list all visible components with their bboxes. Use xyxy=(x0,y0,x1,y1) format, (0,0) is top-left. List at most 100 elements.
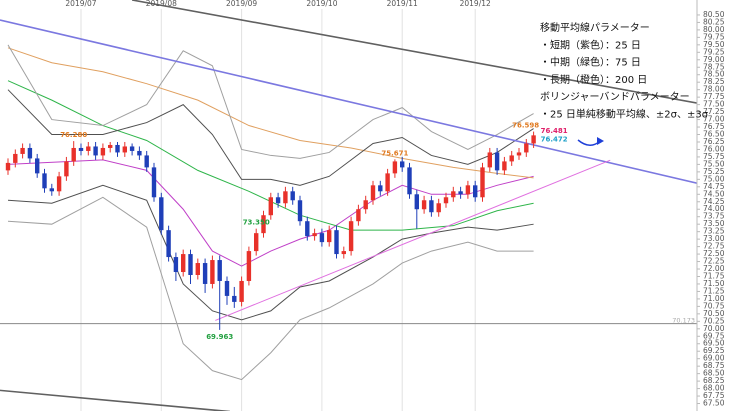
x-tick-label: 2019/09 xyxy=(226,0,257,8)
overlay-line xyxy=(131,0,697,104)
y-tick-label: 71.25 xyxy=(703,286,725,295)
overlay-line xyxy=(7,44,534,159)
candle-body xyxy=(254,233,259,252)
y-tick-label: 76.75 xyxy=(703,122,725,131)
candle-body xyxy=(35,158,40,174)
y-tick-label: 75.50 xyxy=(703,159,725,168)
candle-body xyxy=(341,251,346,255)
candle-body xyxy=(239,280,244,302)
y-tick-label: 78.00 xyxy=(703,85,725,94)
candle-body xyxy=(159,197,164,231)
y-tick-label: 69.00 xyxy=(703,354,725,363)
candle-body xyxy=(312,233,317,237)
y-tick-label: 72.25 xyxy=(703,257,725,266)
y-tick-label: 73.25 xyxy=(703,227,725,236)
candle-body xyxy=(348,221,354,252)
candle-body xyxy=(421,200,427,210)
candle-body xyxy=(531,135,536,144)
y-tick-label: 70.00 xyxy=(703,324,725,333)
overlay-line xyxy=(7,47,534,179)
y-tick-label: 68.75 xyxy=(703,361,725,370)
y-tick-label: 67.50 xyxy=(703,399,725,408)
y-tick-label: 76.50 xyxy=(703,130,725,139)
y-tick-label: 78.50 xyxy=(703,70,725,79)
notes: 移動平均線パラメーター・短期（紫色）：25 日・中期（緑色）：75 日・長期（橙… xyxy=(540,21,709,121)
y-tick-label: 80.00 xyxy=(703,25,725,34)
candle-body xyxy=(129,146,135,151)
y-tick-label: 72.00 xyxy=(703,264,725,273)
candle-body xyxy=(181,254,186,273)
overlay-layer xyxy=(0,0,697,411)
candle-body xyxy=(509,155,514,162)
candle-body xyxy=(100,147,106,156)
candle-body xyxy=(502,161,507,171)
candle-body xyxy=(305,221,310,237)
reference-label: 70.173 xyxy=(672,317,695,325)
y-tick-label: 79.00 xyxy=(703,55,725,64)
y-tick-label: 68.50 xyxy=(703,369,725,378)
candle-body xyxy=(108,144,113,148)
candle-body xyxy=(487,152,492,168)
y-tick-label: 77.00 xyxy=(703,115,725,124)
y-tick-label: 74.50 xyxy=(703,189,725,198)
y-tick-label: 69.75 xyxy=(703,331,725,340)
note-line: 移動平均線パラメーター xyxy=(540,21,650,34)
overlay-line xyxy=(7,159,534,267)
overlay-line xyxy=(7,196,534,381)
note-line: ボリンジャーバンドパラメーター xyxy=(540,91,690,103)
price-annotation: 75.671 xyxy=(381,149,408,157)
candle-body xyxy=(524,143,529,153)
candle-body xyxy=(392,161,398,174)
overlay-line xyxy=(0,19,697,185)
y-tick-label: 73.00 xyxy=(703,234,725,243)
candle-body xyxy=(407,167,412,195)
price-annotation: 76.280 xyxy=(60,131,87,139)
candle-body xyxy=(151,167,157,198)
note-line: ・中期（緑色）：75 日 xyxy=(540,56,641,69)
candle-body xyxy=(71,147,76,162)
candle-body xyxy=(195,263,200,275)
candle-layer xyxy=(5,131,536,330)
y-tick-label: 72.75 xyxy=(703,242,725,251)
y-tick-label: 70.75 xyxy=(703,301,725,310)
candle-body xyxy=(458,191,463,195)
y-tick-label: 76.25 xyxy=(703,137,725,146)
candle-body xyxy=(232,295,237,302)
candle-body xyxy=(356,209,361,222)
candle-body xyxy=(319,233,325,243)
y-tick-label: 70.50 xyxy=(703,309,725,318)
note-line: ・25 日単純移動平均線、±2σ、±3σ xyxy=(540,108,709,121)
y-tick-label: 78.25 xyxy=(703,77,725,86)
candle-body xyxy=(378,185,383,192)
candle-body xyxy=(334,230,339,255)
y-tick-label: 72.50 xyxy=(703,249,725,258)
y-tick-label: 77.50 xyxy=(703,100,725,109)
y-tick-label: 75.75 xyxy=(703,152,725,161)
candle-body xyxy=(56,176,62,192)
candle-body xyxy=(370,185,376,201)
candle-body xyxy=(327,230,332,243)
note-line: ・長期（橙色）：200 日 xyxy=(540,73,647,86)
candle-body xyxy=(451,191,456,198)
candle-body xyxy=(465,185,471,195)
x-tick-label: 2019/11 xyxy=(387,0,418,8)
candle-body xyxy=(202,263,208,284)
y-tick-label: 75.25 xyxy=(703,167,725,176)
x-tick-label: 2019/08 xyxy=(146,0,177,8)
y-tick-label: 71.50 xyxy=(703,279,725,288)
candle-body xyxy=(49,188,54,192)
y-tick-label: 71.00 xyxy=(703,294,725,303)
y-tick-label: 68.00 xyxy=(703,384,725,393)
candle-body xyxy=(173,257,179,273)
candle-body xyxy=(78,147,84,151)
candle-body xyxy=(224,280,230,296)
y-tick-label: 79.50 xyxy=(703,40,725,49)
candle-body xyxy=(42,173,47,189)
y-tick-label: 69.25 xyxy=(703,346,725,355)
candle-body xyxy=(400,161,405,168)
y-tick-label: 74.25 xyxy=(703,197,725,206)
candle-body xyxy=(144,155,149,168)
candle-body xyxy=(64,161,69,177)
